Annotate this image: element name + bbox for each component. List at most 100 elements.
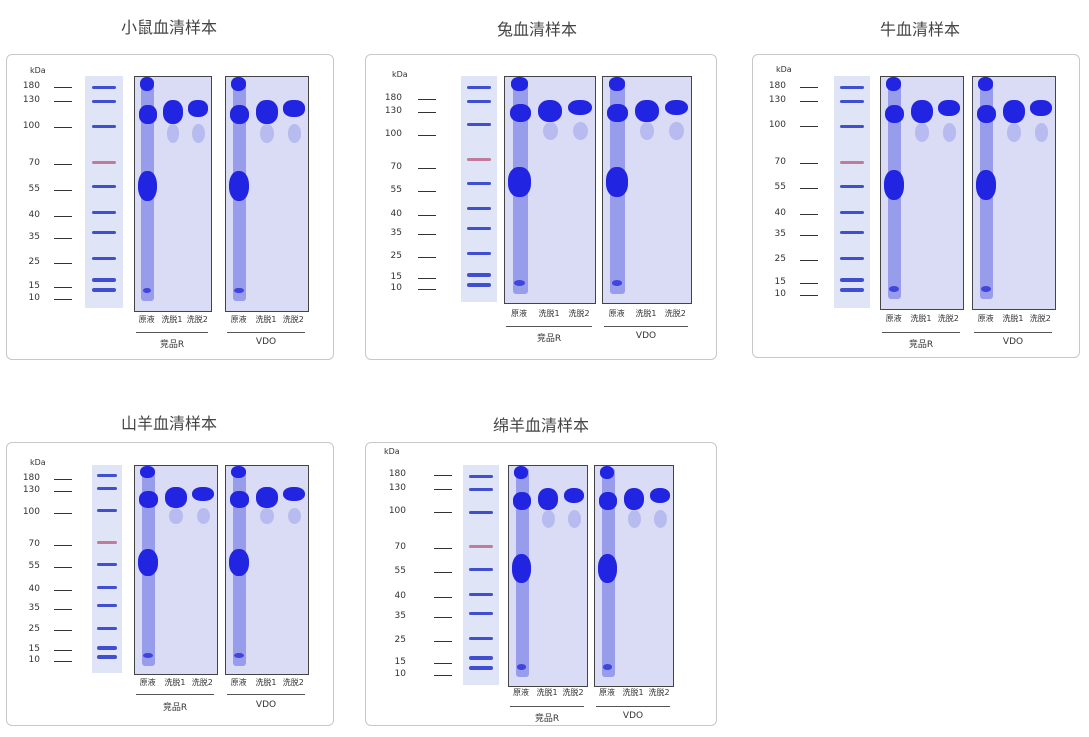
mw-tick xyxy=(418,214,436,216)
lane-label: 洗脱2 xyxy=(191,678,213,687)
elution-band xyxy=(283,486,306,502)
elution-band xyxy=(568,99,592,116)
faint-smear xyxy=(627,510,641,528)
mw-tick xyxy=(54,238,72,240)
lane-label: 原液 xyxy=(230,315,247,324)
lane-label: 原液 xyxy=(885,314,902,323)
elution-band xyxy=(1003,100,1025,124)
mw-tick xyxy=(54,567,72,568)
lane-label: 原液 xyxy=(977,314,994,323)
protein-ladder xyxy=(92,465,122,673)
mw-label-10: 10 xyxy=(390,282,402,293)
mw-tick xyxy=(800,101,818,103)
band-55 xyxy=(228,170,250,201)
ladder-band xyxy=(469,666,493,671)
ladder-band xyxy=(840,124,864,128)
faint-smear xyxy=(915,123,929,142)
mw-tick xyxy=(54,479,72,480)
mw-tick xyxy=(418,277,436,279)
ladder-band xyxy=(469,592,493,596)
mw-label-40: 40 xyxy=(390,208,402,219)
mw-label-55: 55 xyxy=(390,184,402,195)
low-band xyxy=(516,664,526,670)
mw-label-10: 10 xyxy=(28,292,40,303)
group-label: 竞品R xyxy=(536,334,562,344)
mw-label-180: 180 xyxy=(384,93,402,103)
band-top xyxy=(600,466,615,480)
mw-tick xyxy=(434,641,452,643)
mw-tick xyxy=(800,282,818,284)
group-label: VDO xyxy=(622,711,644,721)
mw-label-25: 25 xyxy=(28,257,40,268)
group-label: VDO xyxy=(635,331,657,341)
ladder-band xyxy=(467,158,491,162)
kda-unit-label: kDa xyxy=(30,66,46,75)
ladder-band xyxy=(97,508,117,512)
ladder-band xyxy=(91,124,117,128)
mw-tick xyxy=(418,234,436,236)
mw-tick xyxy=(54,491,72,493)
faint-smear xyxy=(196,507,211,525)
lane-label: 洗脱1 xyxy=(255,315,277,324)
panel-title: 小鼠血清样本 xyxy=(120,18,217,37)
kda-unit-label: kDa xyxy=(384,447,400,456)
elution-band xyxy=(256,100,278,124)
mw-tick xyxy=(800,187,818,189)
ladder-band xyxy=(467,123,491,127)
mw-label-25: 25 xyxy=(390,251,402,262)
band-130 xyxy=(138,105,157,124)
gel-image xyxy=(880,76,964,310)
lane-label: 洗脱1 xyxy=(255,678,277,687)
mw-tick xyxy=(434,571,452,573)
mw-tick xyxy=(434,512,452,514)
faint-smear xyxy=(669,122,684,141)
mw-tick xyxy=(54,215,72,217)
group-underline xyxy=(136,694,214,695)
band-55 xyxy=(883,169,905,200)
mw-tick xyxy=(434,674,452,676)
low-band xyxy=(234,653,244,659)
ladder-band xyxy=(467,99,491,103)
ladder-band xyxy=(97,486,117,490)
elution-band xyxy=(649,488,671,504)
ladder-band xyxy=(91,210,117,214)
mw-label-70: 70 xyxy=(394,541,406,552)
band-55 xyxy=(137,170,157,201)
mw-label-10: 10 xyxy=(774,288,786,299)
elution-band xyxy=(635,99,659,123)
mw-label-130: 130 xyxy=(768,95,786,106)
band-130 xyxy=(230,105,250,124)
lane-label: 洗脱2 xyxy=(648,688,670,697)
elution-band xyxy=(664,99,689,116)
elution-band xyxy=(165,486,187,508)
ladder-band xyxy=(840,86,864,90)
ladder-band xyxy=(840,277,864,282)
kda-unit-label: kDa xyxy=(30,458,46,467)
group-underline xyxy=(510,706,584,707)
band-130 xyxy=(977,104,997,124)
lane-label: 洗脱2 xyxy=(282,678,304,687)
elution-band xyxy=(188,100,209,117)
lane-label: 洗脱1 xyxy=(536,688,558,697)
mw-tick xyxy=(434,547,452,549)
faint-smear xyxy=(260,123,274,143)
ladder-band xyxy=(91,256,117,260)
faint-smear xyxy=(542,122,558,141)
band-top xyxy=(608,77,625,91)
mw-tick xyxy=(434,663,452,665)
mw-label-10: 10 xyxy=(28,654,40,665)
mw-label-100: 100 xyxy=(384,128,402,139)
faint-smear xyxy=(192,123,205,143)
mw-label-100: 100 xyxy=(388,506,406,517)
band-130 xyxy=(885,104,905,124)
elution-band xyxy=(537,488,559,510)
band-55 xyxy=(511,554,532,583)
band-top xyxy=(140,466,156,479)
gel-image xyxy=(225,465,309,675)
band-55 xyxy=(228,549,250,577)
mw-tick xyxy=(54,298,72,300)
mw-label-180: 180 xyxy=(22,81,40,91)
mw-label-130: 130 xyxy=(22,485,40,496)
ladder-band xyxy=(91,160,117,164)
gel-image xyxy=(504,76,596,304)
